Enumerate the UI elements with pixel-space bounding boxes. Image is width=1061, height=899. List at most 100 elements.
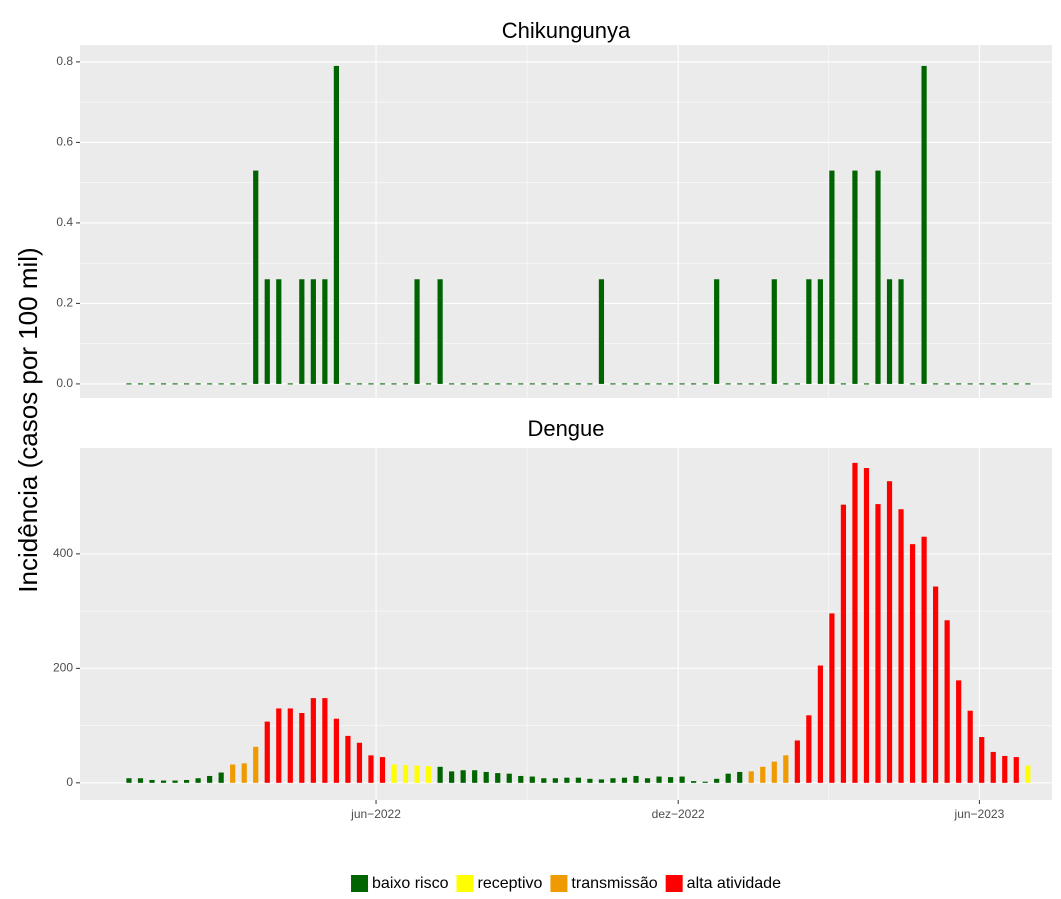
bar <box>483 771 489 783</box>
bar <box>817 665 823 783</box>
bar <box>863 383 870 385</box>
bar <box>391 764 397 783</box>
bar <box>518 383 524 385</box>
bar <box>933 586 939 783</box>
bar <box>449 383 455 385</box>
bar <box>368 755 374 783</box>
bar <box>944 383 950 385</box>
bar <box>495 773 501 783</box>
bar <box>610 383 616 385</box>
bar <box>575 383 581 385</box>
bar <box>610 778 616 783</box>
bar <box>287 383 293 385</box>
bar <box>299 713 305 783</box>
y-tick-label: 200 <box>53 661 73 675</box>
bar <box>160 383 167 385</box>
bar <box>529 776 535 783</box>
bar <box>909 544 916 783</box>
bar <box>806 715 812 783</box>
bar <box>172 780 178 783</box>
bar <box>564 777 570 783</box>
bar <box>656 776 662 783</box>
bar <box>264 279 270 384</box>
bar <box>253 746 259 783</box>
bar <box>287 708 293 783</box>
bar <box>840 383 847 385</box>
bar <box>956 680 962 783</box>
legend-swatch <box>665 875 683 892</box>
bar <box>875 170 881 384</box>
bar <box>979 737 985 783</box>
bar <box>541 383 547 385</box>
bar <box>333 718 339 783</box>
bar <box>886 481 893 783</box>
bar <box>587 778 593 783</box>
panel-background <box>80 45 1052 398</box>
legend-swatch <box>550 875 568 892</box>
bar <box>414 279 420 384</box>
bar <box>760 383 766 385</box>
bar <box>276 279 282 384</box>
bar <box>944 620 950 783</box>
bar <box>852 462 858 783</box>
bar <box>956 383 962 385</box>
bar <box>391 383 397 385</box>
bar <box>933 383 939 385</box>
bar <box>437 766 443 783</box>
bar <box>737 771 743 783</box>
bar <box>633 775 639 783</box>
bar <box>1025 765 1031 783</box>
bar <box>149 383 155 385</box>
bar <box>679 383 685 385</box>
bar <box>472 770 478 783</box>
bar <box>345 383 351 385</box>
bar <box>748 771 754 783</box>
bar <box>714 778 720 783</box>
bar <box>714 279 720 384</box>
bar <box>483 383 489 385</box>
bar <box>598 279 605 384</box>
bar <box>840 504 847 783</box>
bar <box>1013 383 1019 385</box>
legend-label: receptivo <box>478 875 543 892</box>
bar <box>506 773 512 783</box>
bar <box>1025 383 1031 385</box>
bar <box>898 279 904 384</box>
bar <box>737 383 743 385</box>
bar <box>817 279 823 384</box>
bar <box>402 765 409 783</box>
bar <box>333 65 339 384</box>
bar <box>644 383 651 385</box>
bar <box>230 764 236 783</box>
bar <box>575 777 581 783</box>
bar <box>829 170 835 384</box>
legend-label: transmissão <box>571 875 657 892</box>
bar <box>852 170 858 384</box>
bar <box>760 766 766 783</box>
bar <box>149 779 155 783</box>
y-tick-label: 0.8 <box>56 54 73 68</box>
bar <box>437 279 443 384</box>
bar <box>379 383 386 385</box>
bar <box>310 698 316 783</box>
bar <box>183 383 190 385</box>
bar <box>230 383 236 385</box>
bar <box>863 468 870 783</box>
bar <box>829 613 835 783</box>
bar <box>967 383 973 385</box>
bar <box>460 770 466 783</box>
panel-title: Dengue <box>527 416 604 441</box>
bar <box>379 757 386 783</box>
y-tick-label: 0.6 <box>56 135 73 149</box>
bar <box>679 776 685 783</box>
bar <box>725 773 731 783</box>
bar <box>691 781 697 783</box>
bar <box>137 778 144 783</box>
bar <box>886 279 893 384</box>
x-tick-label: jun−2023 <box>954 807 1005 821</box>
bar <box>137 383 144 385</box>
bar <box>126 778 132 783</box>
bar <box>241 383 247 385</box>
bar <box>541 778 547 783</box>
